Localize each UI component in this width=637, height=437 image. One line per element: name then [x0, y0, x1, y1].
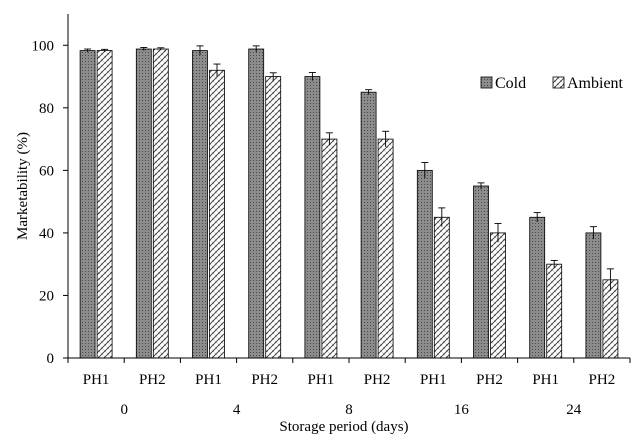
x-tick-label: PH1 [195, 372, 222, 388]
bar-cold [304, 76, 321, 359]
legend-swatch-ambient [552, 76, 565, 89]
bar-cold [416, 169, 433, 359]
y-tick-label: 60 [39, 163, 54, 179]
bar-cold [135, 48, 152, 359]
bar-ambient [209, 69, 225, 359]
bar-ambient [265, 76, 282, 359]
x-axis-title: Storage period (days) [279, 419, 408, 435]
bar-cold [192, 50, 208, 359]
bar-cold [585, 232, 602, 359]
legend-label-cold: Cold [495, 75, 526, 92]
bar-ambient [546, 263, 563, 359]
x-group-label: 16 [454, 402, 470, 418]
x-group-label: 8 [345, 402, 353, 418]
bar-ambient [433, 216, 450, 359]
x-tick-label: PH2 [139, 372, 166, 388]
bar-ambient [377, 138, 394, 359]
bar-cold [360, 91, 377, 359]
bar-ambient [490, 232, 506, 359]
legend-swatch-cold [480, 76, 493, 89]
y-tick-label: 0 [47, 351, 55, 367]
x-group-label: 0 [120, 402, 128, 418]
bar-ambient [321, 138, 338, 359]
bar-ambient [96, 50, 113, 359]
x-tick-label: PH1 [83, 372, 110, 388]
x-group-label: 4 [233, 402, 241, 418]
x-axis-ticks: PH1 PH2 PH1 PH2 PH1 PH2 PH1 PH2 PH1 PH2 0 4 8 16 24 [67, 358, 631, 418]
bar-cold [248, 48, 265, 359]
bar-cold [473, 185, 489, 359]
x-group-label: 24 [566, 402, 582, 418]
x-tick-label: PH2 [476, 372, 503, 388]
legend-label-ambient: Ambient [567, 75, 624, 92]
x-tick-label: PH1 [532, 372, 559, 388]
y-tick-label: 40 [39, 226, 54, 242]
y-axis-title: Marketability (%) [15, 132, 31, 240]
legend: Cold Ambient [480, 75, 624, 92]
x-tick-label: PH1 [308, 372, 335, 388]
bars-layer [79, 48, 619, 359]
y-tick-label: 20 [39, 288, 54, 304]
x-tick-label: PH2 [364, 372, 391, 388]
error-bars-layer [84, 45, 614, 291]
bar-ambient [152, 48, 169, 359]
y-tick-label: 80 [39, 101, 54, 117]
x-tick-label: PH1 [420, 372, 447, 388]
x-tick-label: PH2 [251, 372, 278, 388]
bar-cold [529, 216, 546, 359]
bar-ambient [602, 279, 619, 359]
y-axis-ticks: 0 20 40 60 80 100 [32, 38, 68, 367]
x-tick-label: PH2 [589, 372, 616, 388]
bar-cold [79, 50, 96, 359]
y-tick-label: 100 [32, 38, 55, 54]
